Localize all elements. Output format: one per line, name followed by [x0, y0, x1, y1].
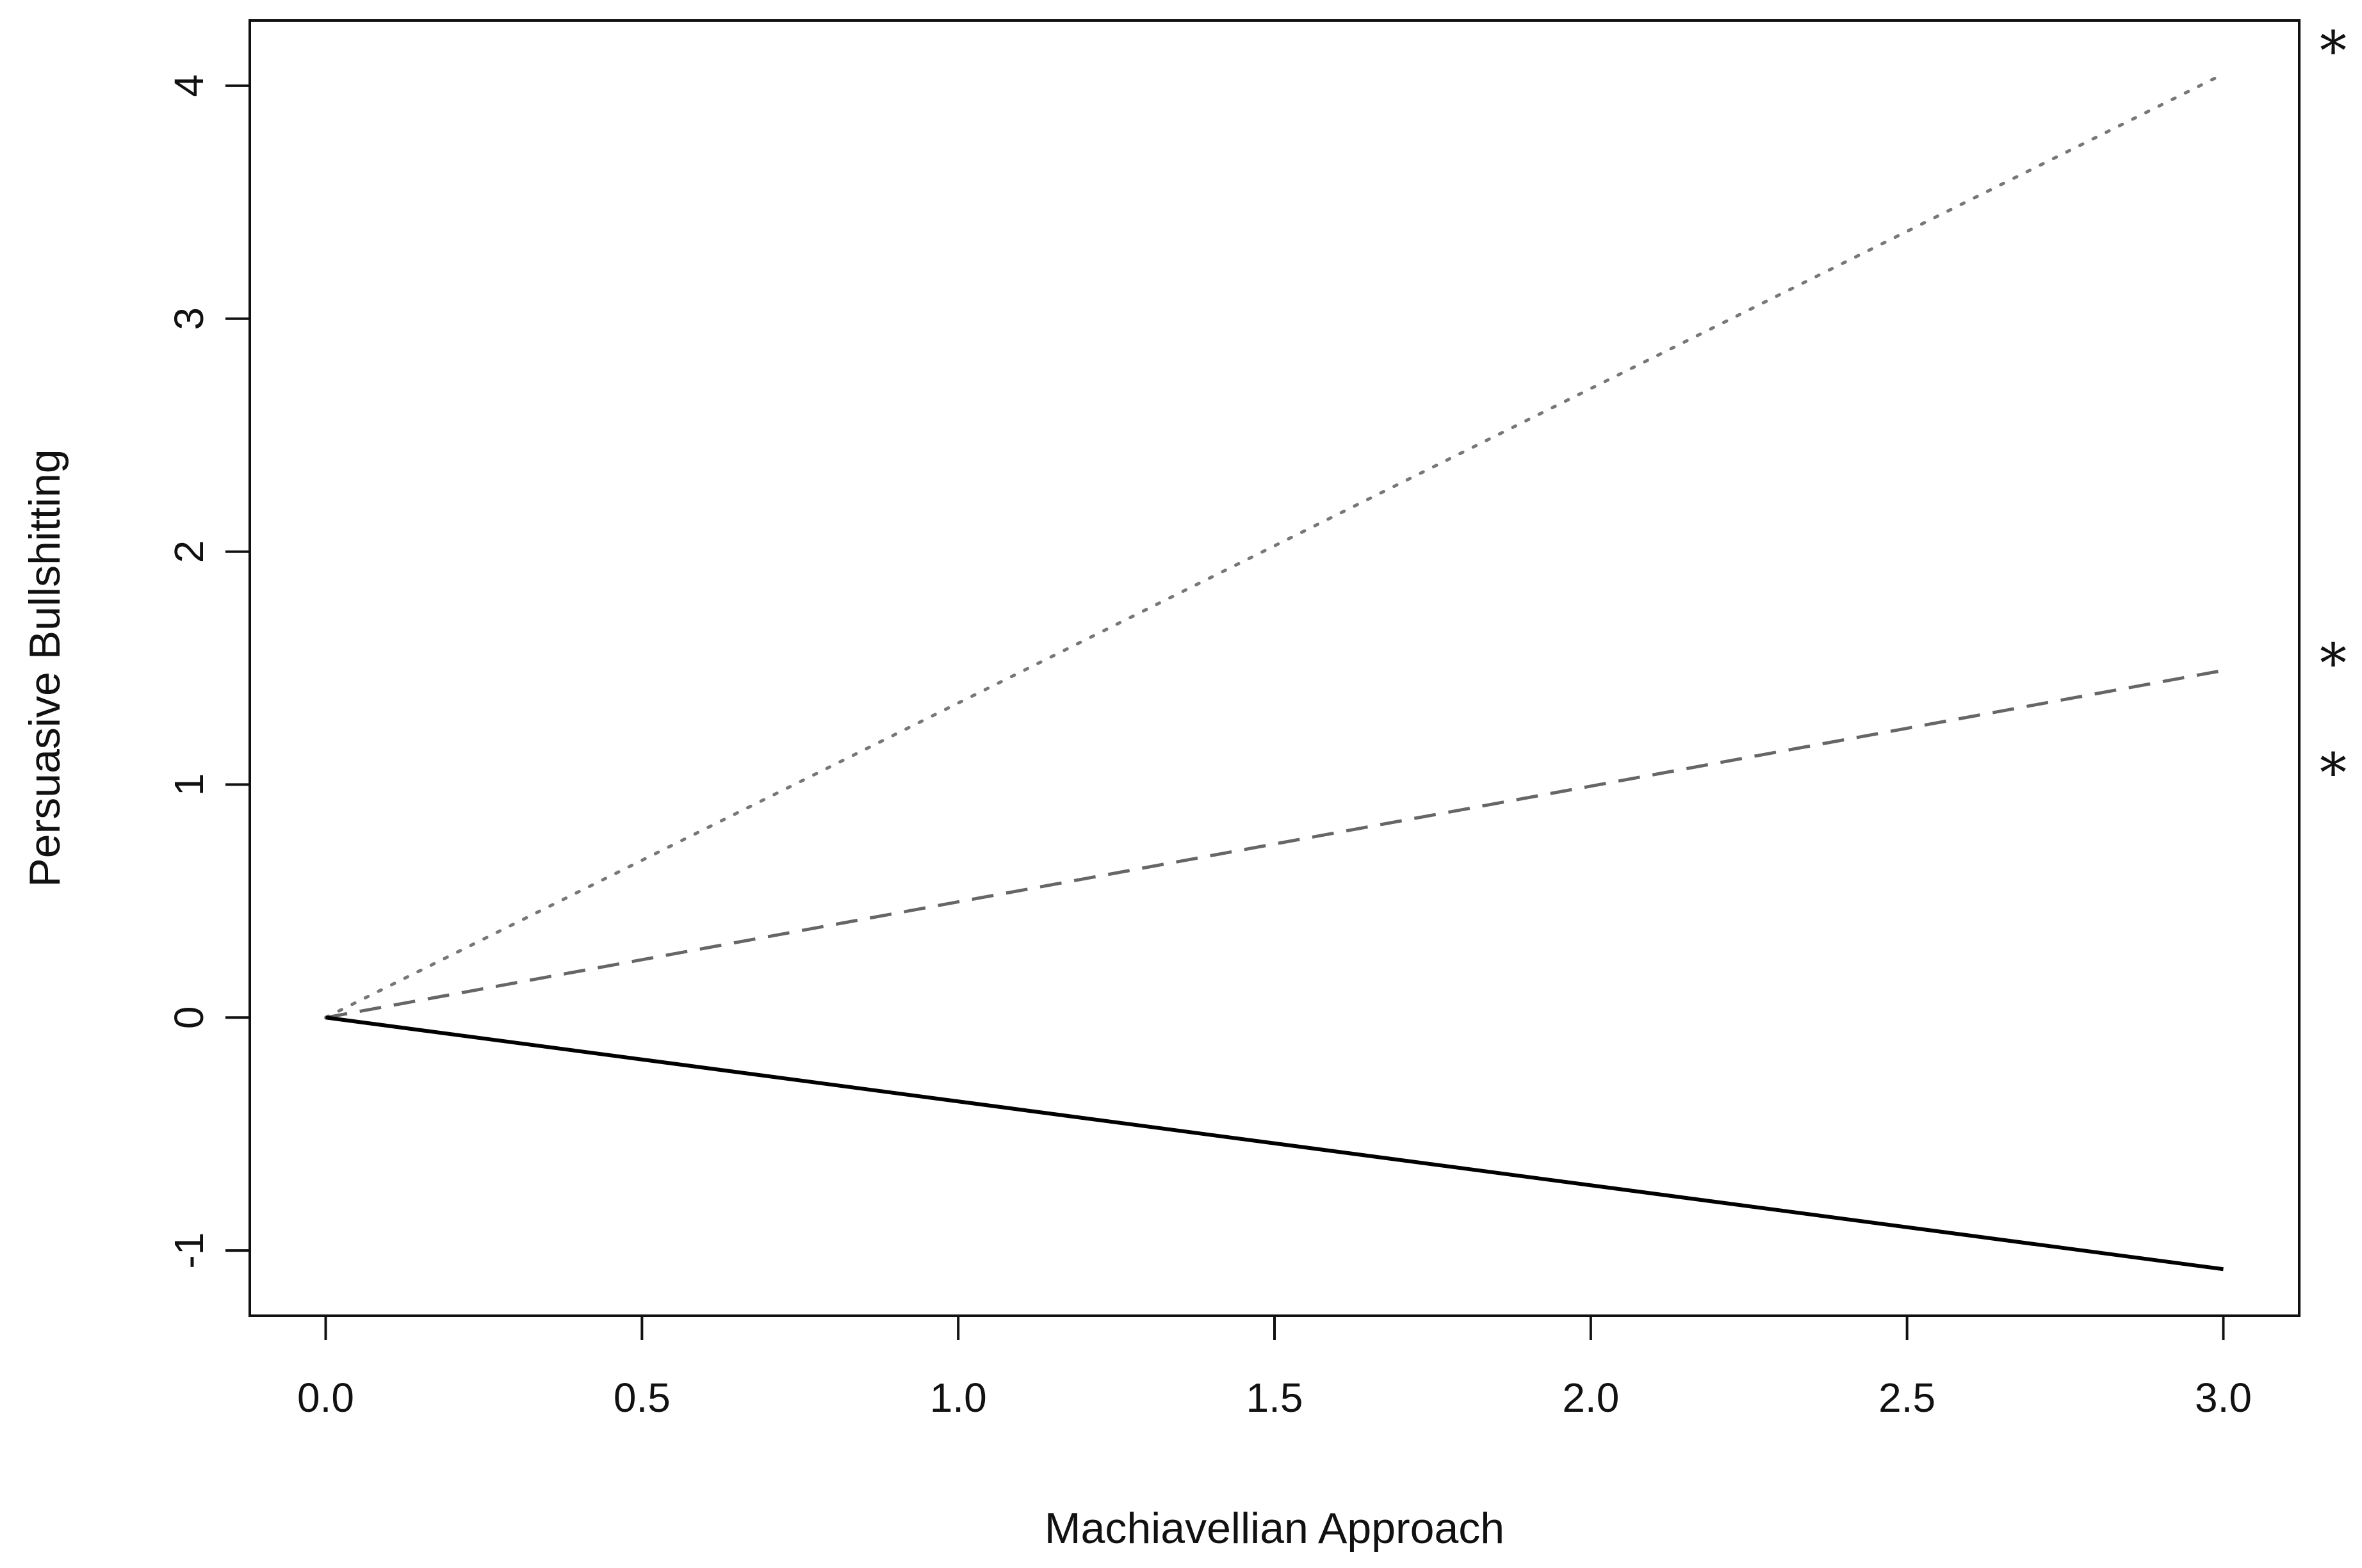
- y-tick-label: -1: [166, 1233, 212, 1269]
- x-tick-label: 3.0: [2195, 1375, 2252, 1421]
- series-line-dotted: [324, 72, 2225, 1019]
- y-axis: -1 0 1 2 3 4: [166, 74, 251, 1269]
- y-tick-label: 1: [166, 773, 212, 796]
- x-tick-label: 2.0: [1562, 1375, 1619, 1421]
- y-axis-label: Persuasive Bullshitting: [20, 449, 69, 887]
- y-tick-label: 0: [166, 1006, 212, 1029]
- x-axis: 0.0 0.5 1.0 1.5 2.0 2.5 3.0: [297, 1314, 2252, 1421]
- y-tick-label: 4: [166, 74, 212, 97]
- significance-asterisk: *: [2320, 19, 2347, 82]
- x-tick-label: 1.0: [930, 1375, 987, 1421]
- series-line-solid: [325, 1015, 2224, 1272]
- x-axis-label: Machiavellian Approach: [1045, 1504, 1504, 1553]
- x-tick-label: 0.5: [614, 1375, 671, 1421]
- significance-asterisk: *: [2320, 741, 2347, 804]
- series-line-dashed: [325, 668, 2224, 1019]
- y-tick-label: 2: [166, 540, 212, 563]
- x-tick-label: 0.0: [297, 1375, 354, 1421]
- annotation-layer: * * *: [2320, 19, 2347, 804]
- series-layer: [324, 72, 2225, 1272]
- x-tick-label: 2.5: [1878, 1375, 1935, 1421]
- x-tick-label: 1.5: [1246, 1375, 1303, 1421]
- significance-asterisk: *: [2320, 632, 2347, 695]
- y-tick-label: 3: [166, 307, 212, 330]
